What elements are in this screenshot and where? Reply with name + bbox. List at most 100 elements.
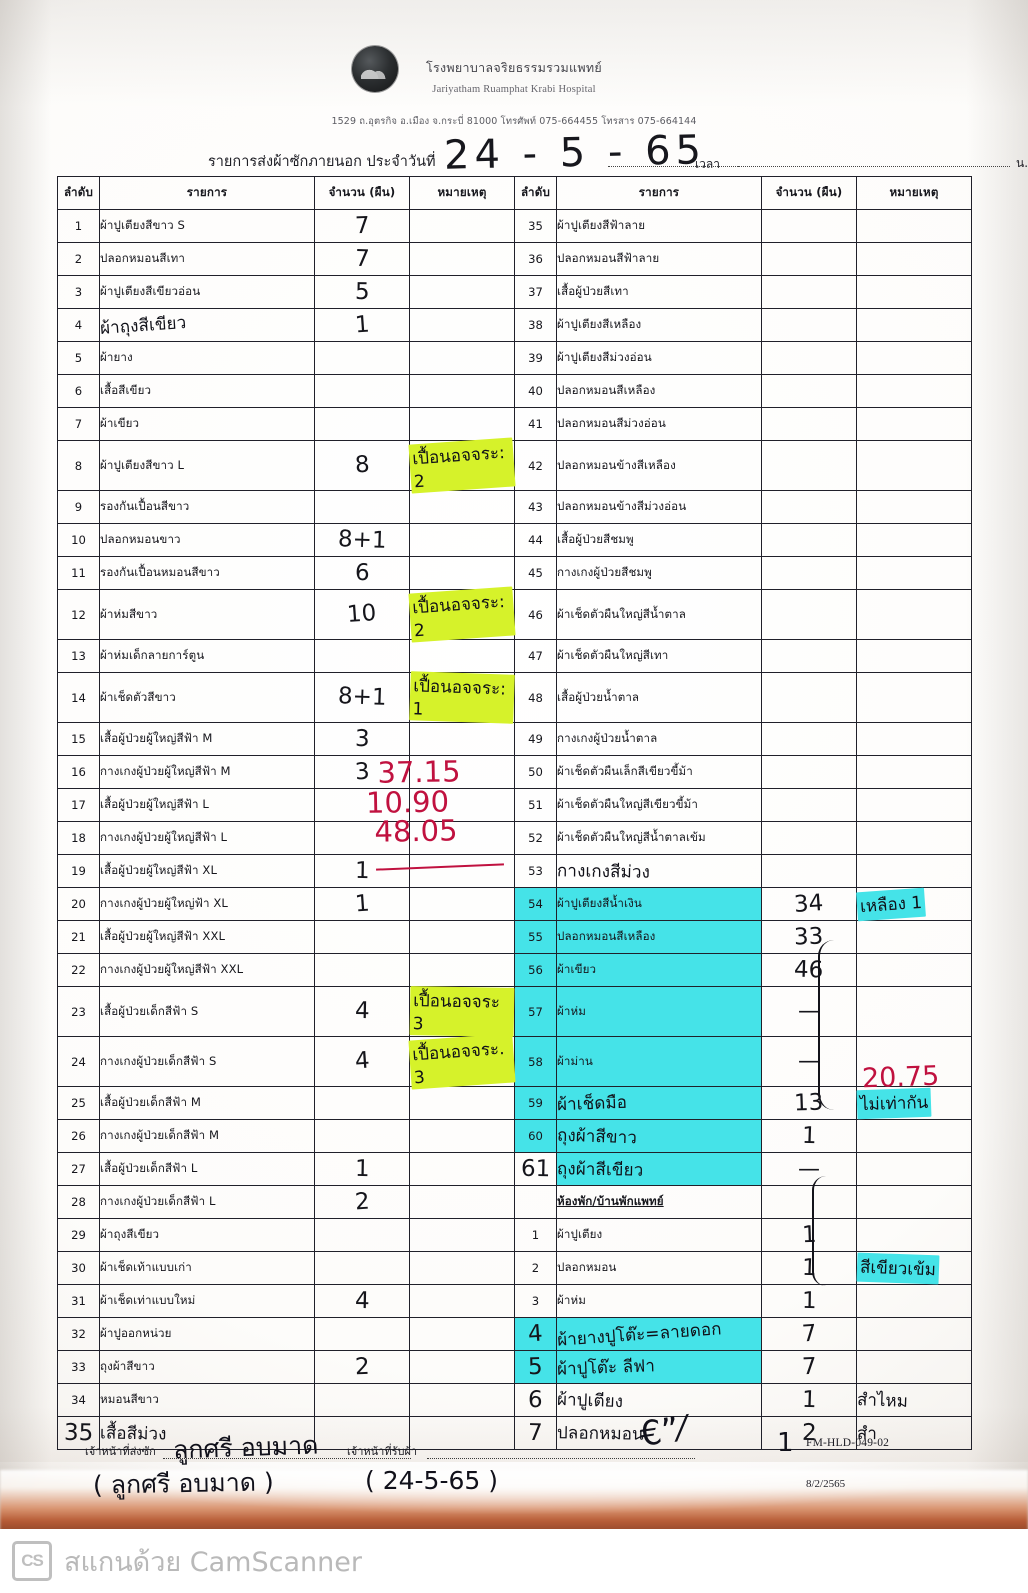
hospital-address: 1529 ถ.อุตรกิจ อ.เมือง จ.กระบี่ 81000 โท… — [331, 116, 697, 127]
row-qty-right — [761, 407, 857, 441]
row-qty-left — [314, 821, 410, 855]
row-note-right — [856, 1317, 972, 1351]
section-break-label: ห้องพัก/บ้านพักแพทย์ — [556, 1185, 762, 1219]
row-item-right: ปลอกหมอน — [556, 1416, 762, 1450]
row-item-left: เสื้อผู้ป่วยเด็กสีฟ้า M — [99, 1086, 315, 1120]
table-row: 12 ผ้าห่มสีขาว 10 เปื้อนอจจระ: 2 46 ผ้าเช็ดตั… — [57, 586, 972, 643]
row-item-right: ผ้าเช็ดตัวผืนใหญ่สีน้ำตาลเข้ม — [556, 821, 762, 855]
row-number-right: 60 — [514, 1119, 557, 1153]
row-note-left — [409, 308, 515, 342]
row-note-right — [856, 209, 972, 243]
form-title-row: รายการส่งผ้าซักภายนอก ประจำวันที่ เวลา น… — [208, 146, 1028, 174]
row-number-right: 50 — [514, 755, 557, 789]
row-item-left: เสื้อผู้ป่วยผู้ใหญ่สีฟ้า XXL — [99, 920, 315, 954]
table-row: 34 หมอนสีขาว 6 ผ้าปูเตียง 1 สำไหม — [57, 1383, 972, 1417]
col-header-no-left: ลำดับ — [57, 176, 100, 210]
row-item-left: เสื้อสีม่วง — [99, 1416, 315, 1450]
row-note-right: สำไหม — [856, 1383, 972, 1417]
row-note-left — [409, 1350, 515, 1384]
row-note-right — [856, 821, 972, 855]
row-note-right — [856, 1185, 972, 1219]
row-qty-left: 7 — [314, 209, 410, 243]
row-number-left: 27 — [57, 1152, 100, 1186]
table-row: 17 เสื้อผู้ป่วยผู้ใหญ่สีฟ้า L 51 ผ้าเช็ดตัว… — [57, 788, 972, 822]
row-note-left — [409, 722, 515, 756]
row-qty-left: 8+1 — [314, 672, 410, 723]
row-qty-left — [314, 374, 410, 408]
row-number-right: 41 — [514, 407, 557, 441]
row-item-right: ปลอกหมอนสีม่วงอ่อน — [556, 407, 762, 441]
col-header-qty-left: จำนวน (ผืน) — [314, 176, 410, 210]
row-number-left: 8 — [57, 440, 100, 491]
row-qty-left — [314, 1119, 410, 1153]
row-item-right: ผ้าเช็ดตัวผืนใหญ่สีน้ำตาล — [556, 589, 762, 640]
row-item-left: ปลอกหมอนสีเทา — [99, 242, 315, 276]
row-qty-left — [314, 639, 410, 673]
row-item-left: ผ้ายาง — [99, 341, 315, 375]
table-body: 1 ผ้าปูเตียงสีขาว S 7 35 ผ้าปูเตียงสีฟ้าลาย 2… — [57, 209, 972, 1450]
table-row: 29 ผ้าถุงสีเขียว 1 ผ้าปูเตียง 1 — [57, 1218, 972, 1252]
row-number-right: 44 — [514, 523, 557, 557]
row-qty-left — [314, 1218, 410, 1252]
row-note-left — [409, 639, 515, 673]
row-number-left: 24 — [57, 1036, 100, 1087]
row-qty-right: 2 — [761, 1416, 857, 1450]
row-number-right: 37 — [514, 275, 557, 309]
row-item-right: เสื้อผู้ป่วยสีเทา — [556, 275, 762, 309]
row-note-left — [409, 275, 515, 309]
row-note-left — [409, 821, 515, 855]
row-qty-right: — — [761, 1036, 857, 1087]
row-number-right: 47 — [514, 639, 557, 673]
row-note-right — [856, 341, 972, 375]
row-number-right — [514, 1185, 557, 1219]
row-item-left: กางเกงผู้ป่วยเด็กสีฟ้า M — [99, 1119, 315, 1153]
col-header-qty-right: จำนวน (ผืน) — [761, 176, 857, 210]
row-number-left: 23 — [57, 986, 100, 1037]
row-number-left: 26 — [57, 1119, 100, 1153]
row-note-left — [409, 1284, 515, 1318]
row-item-right: ถุงผ้าสีเขียว — [556, 1152, 762, 1186]
row-qty-left: 10 — [314, 589, 410, 640]
row-note-left — [409, 1152, 515, 1186]
row-number-left: 12 — [57, 589, 100, 640]
table-row: 32 ผ้าปูออกหน่วย 4 ผ้ายางปูโต๊ะ=ลายดอก 7 — [57, 1317, 972, 1351]
table-row: 20 กางเกงผู้ป่วยผู้ใหญ่ฟ้า XL 1 54 ผ้าปูเตีย… — [57, 887, 972, 921]
row-number-right: 43 — [514, 490, 557, 524]
row-note-left — [409, 556, 515, 590]
row-qty-right: — — [761, 1152, 857, 1186]
hand-brace-mark-lower — [812, 1176, 838, 1286]
row-note-right — [856, 589, 972, 640]
form-revision-date: 8/2/2565 — [806, 1478, 846, 1490]
footer-quantity: 1 — [777, 1428, 794, 1458]
row-qty-right: 1 — [761, 1119, 857, 1153]
row-qty-right: 1 — [761, 1218, 857, 1252]
row-number-left: 3 — [57, 275, 100, 309]
row-item-left: เสื้อสีเขียว — [99, 374, 315, 408]
row-item-right: กางเกงผู้ป่วยสีชมพู — [556, 556, 762, 590]
row-note-left: เปื้อนอจจระ 3 — [409, 986, 515, 1037]
row-number-left: 29 — [57, 1218, 100, 1252]
row-qty-right: 7 — [761, 1350, 857, 1384]
row-number-right: 6 — [514, 1383, 557, 1417]
row-item-left: เสื้อผู้ป่วยเด็กสีฟ้า L — [99, 1152, 315, 1186]
row-number-right: 46 — [514, 589, 557, 640]
row-note-right — [856, 407, 972, 441]
row-item-left: ผ้าเช็ดตัวสีขาว — [99, 672, 315, 723]
row-item-left: ผ้าถุงสีเขียว — [99, 308, 315, 342]
row-number-left: 13 — [57, 639, 100, 673]
row-number-left: 2 — [57, 242, 100, 276]
row-item-left: ถุงผ้าสีขาว — [99, 1350, 315, 1384]
row-number-left: 17 — [57, 788, 100, 822]
row-qty-right: 1 — [761, 1251, 857, 1285]
row-qty-left — [314, 1383, 410, 1417]
row-qty-right — [761, 854, 857, 888]
row-note-left — [409, 755, 515, 789]
row-note-left — [409, 1383, 515, 1417]
time-dotted-line — [738, 166, 1010, 167]
row-qty-left: 3 — [314, 755, 410, 789]
table-row: 10 ปลอกหมอนขาว 8+1 44 เสื้อผู้ป่วยสีชมพู — [57, 523, 972, 557]
row-note-right: สำ — [856, 1416, 972, 1450]
row-qty-left — [314, 1416, 410, 1450]
camscanner-watermark-text: สแกนด้วย CamScanner — [64, 1546, 362, 1578]
